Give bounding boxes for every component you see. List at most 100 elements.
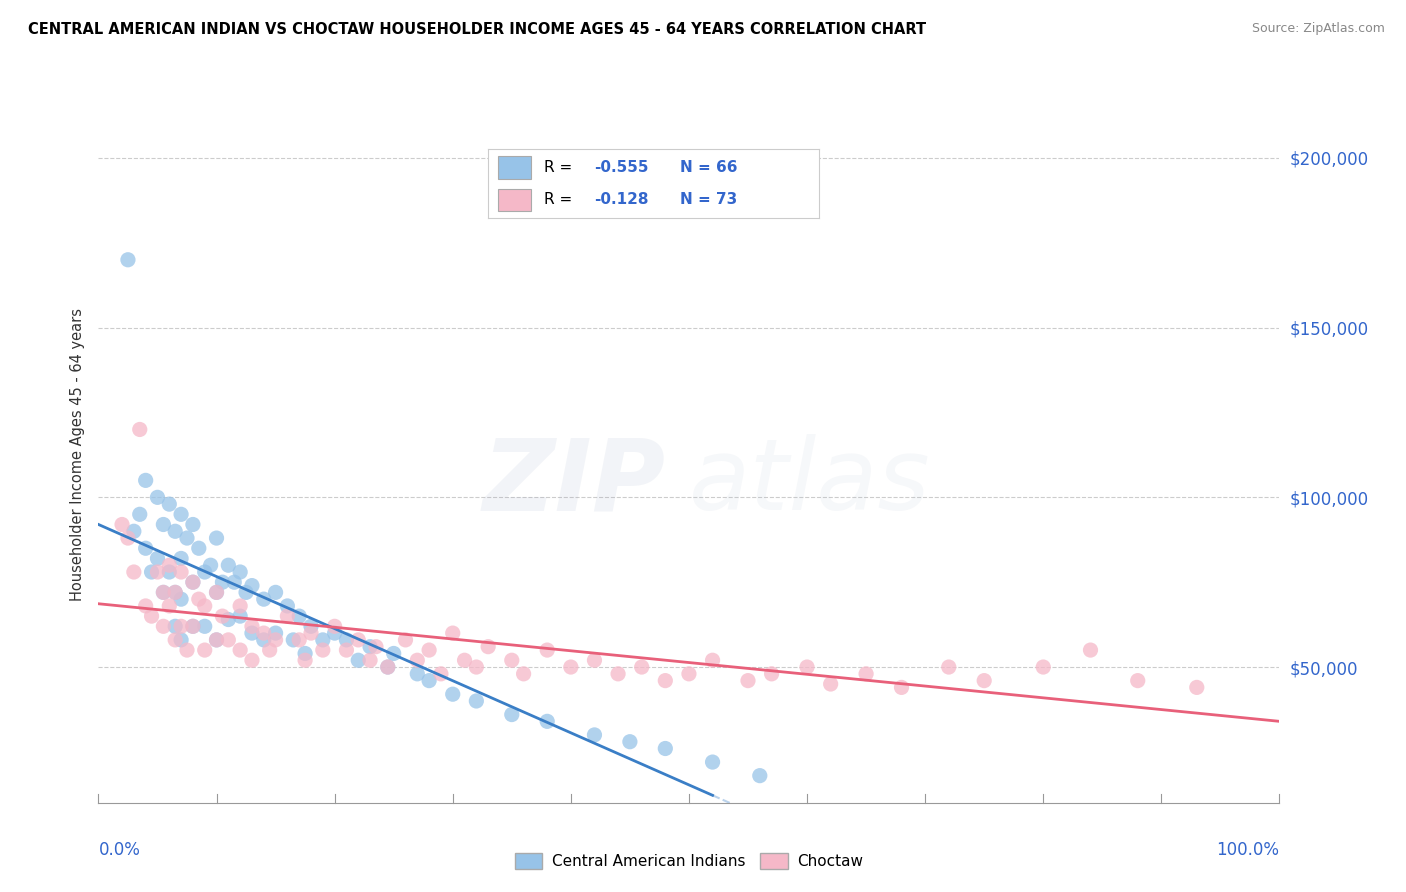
Point [122, 565, 145, 579]
Point [157, 497, 180, 511]
Point [678, 666, 700, 681]
Point [135, 599, 157, 613]
Point [890, 681, 912, 695]
Point [146, 565, 169, 579]
Point [294, 647, 316, 661]
Text: -0.555: -0.555 [593, 160, 648, 175]
Point [630, 660, 652, 674]
Point [796, 660, 818, 674]
Point [152, 585, 174, 599]
Point [157, 558, 180, 573]
Point [235, 585, 257, 599]
Point [583, 728, 606, 742]
Point [441, 626, 464, 640]
Point [229, 643, 252, 657]
Point [146, 491, 169, 505]
Point [135, 541, 157, 556]
Point [217, 558, 239, 573]
Point [761, 666, 783, 681]
Point [264, 632, 287, 647]
Point [855, 666, 877, 681]
Point [122, 524, 145, 539]
Point [1126, 673, 1149, 688]
Point [654, 741, 676, 756]
Point [141, 565, 163, 579]
Point [465, 694, 488, 708]
Point [737, 673, 759, 688]
Point [170, 508, 193, 522]
Point [1032, 660, 1054, 674]
Bar [498, 189, 531, 211]
Point [181, 575, 204, 590]
Point [170, 619, 193, 633]
Point [253, 592, 276, 607]
Point [181, 619, 204, 633]
Text: atlas: atlas [689, 434, 931, 532]
Point [176, 531, 198, 545]
Point [430, 666, 453, 681]
Point [152, 517, 174, 532]
Point [536, 714, 558, 729]
Point [240, 626, 263, 640]
Point [583, 653, 606, 667]
Point [229, 565, 252, 579]
Point [170, 592, 193, 607]
Text: R =: R = [544, 160, 578, 175]
Point [211, 609, 233, 624]
Text: 0.0%: 0.0% [98, 841, 141, 859]
Point [165, 632, 187, 647]
Point [165, 585, 187, 599]
Point [453, 653, 475, 667]
Point [288, 632, 311, 647]
Point [323, 626, 346, 640]
Point [1185, 681, 1208, 695]
Point [347, 632, 370, 647]
Point [702, 755, 724, 769]
Point [240, 619, 263, 633]
Point [146, 551, 169, 566]
Point [654, 673, 676, 688]
Point [165, 619, 187, 633]
Point [382, 647, 405, 661]
Text: 100.0%: 100.0% [1216, 841, 1279, 859]
Point [205, 632, 228, 647]
Point [536, 643, 558, 657]
Point [359, 640, 381, 654]
Point [359, 653, 381, 667]
Point [394, 632, 416, 647]
Point [477, 640, 499, 654]
Point [211, 575, 233, 590]
Point [264, 585, 287, 599]
Point [165, 524, 187, 539]
Point [465, 660, 488, 674]
Point [187, 592, 209, 607]
Point [181, 575, 204, 590]
Point [157, 599, 180, 613]
Legend: Central American Indians, Choctaw: Central American Indians, Choctaw [509, 847, 869, 875]
Point [240, 578, 263, 592]
Point [607, 666, 630, 681]
Point [194, 565, 217, 579]
Point [820, 677, 842, 691]
Point [253, 632, 276, 647]
Point [200, 558, 222, 573]
Point [377, 660, 399, 674]
Text: -0.128: -0.128 [593, 192, 648, 207]
Point [276, 609, 298, 624]
Point [335, 643, 357, 657]
Text: Source: ZipAtlas.com: Source: ZipAtlas.com [1251, 22, 1385, 36]
Point [205, 632, 228, 647]
Text: CENTRAL AMERICAN INDIAN VS CHOCTAW HOUSEHOLDER INCOME AGES 45 - 64 YEARS CORRELA: CENTRAL AMERICAN INDIAN VS CHOCTAW HOUSE… [28, 22, 927, 37]
Point [165, 585, 187, 599]
Point [152, 585, 174, 599]
Point [194, 619, 217, 633]
Point [253, 626, 276, 640]
Point [501, 707, 523, 722]
Point [217, 613, 239, 627]
Point [512, 666, 534, 681]
Point [152, 619, 174, 633]
Point [364, 640, 387, 654]
Text: R =: R = [544, 192, 578, 207]
Point [377, 660, 399, 674]
Point [181, 517, 204, 532]
